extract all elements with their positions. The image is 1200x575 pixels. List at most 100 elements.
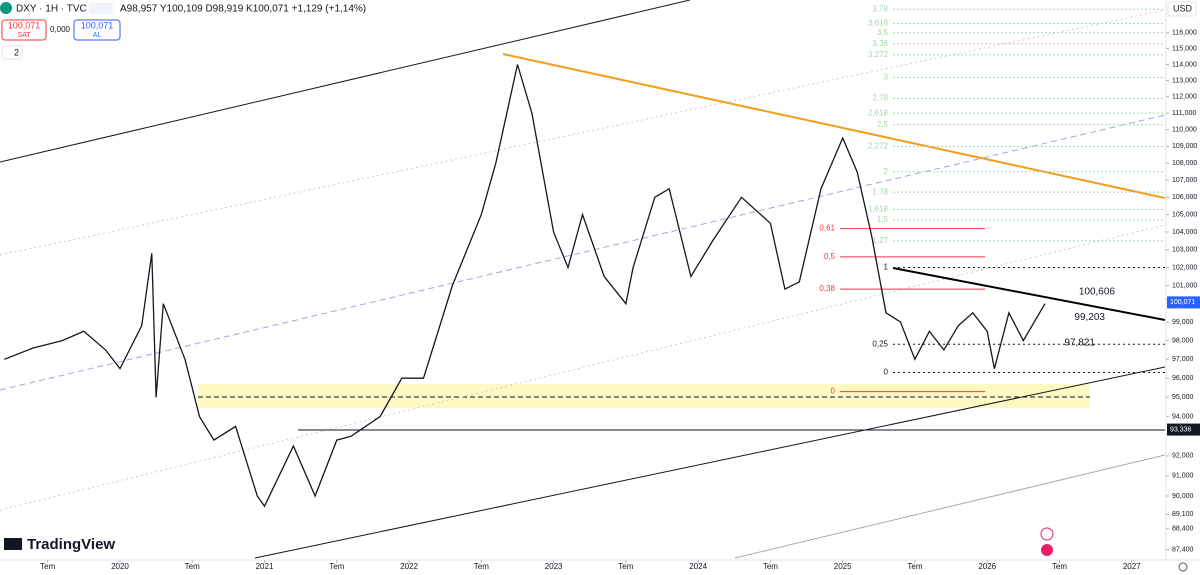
x-tick-label: Tem xyxy=(40,562,55,571)
y-tick-label: 91,000 xyxy=(1172,473,1194,480)
fib-label: 1 xyxy=(884,263,889,272)
y-tick-label: 104,000 xyxy=(1172,229,1197,236)
y-tick-label: 115,000 xyxy=(1172,45,1197,52)
y-tick-label: 114,000 xyxy=(1172,61,1197,68)
currency: USD xyxy=(1173,3,1193,13)
channel-outer xyxy=(734,454,1166,559)
channel-top xyxy=(0,0,691,163)
fib-label: 0,38 xyxy=(819,284,835,293)
symbol: DXY · 1H · TVC xyxy=(16,4,87,15)
price-badge-label: 100,071 xyxy=(1170,299,1195,306)
buy-price: 100,071 xyxy=(81,20,114,30)
annotation: 99,203 xyxy=(1074,312,1105,323)
x-tick-label: 2027 xyxy=(1123,562,1141,571)
event-icon[interactable] xyxy=(1041,544,1053,556)
price-badge xyxy=(1167,423,1200,436)
x-tick-label: 2026 xyxy=(978,562,996,571)
indicator-count: 2 xyxy=(14,47,19,57)
y-tick-label: 89,100 xyxy=(1172,511,1194,518)
fib-label: 2,272 xyxy=(868,141,889,150)
y-tick-label: 94,000 xyxy=(1172,413,1194,420)
y-tick-label: 106,000 xyxy=(1172,194,1197,201)
fib-label: 3,272 xyxy=(868,50,889,59)
annotation: 97,821 xyxy=(1064,338,1095,349)
x-tick-label: 2023 xyxy=(545,562,563,571)
x-tick-label: Tem xyxy=(329,562,344,571)
support-zone xyxy=(198,384,1090,408)
fib-label: 3,78 xyxy=(872,4,888,13)
y-tick-label: 88,400 xyxy=(1172,526,1194,533)
channel-bottom xyxy=(254,366,1166,559)
x-tick-label: Tem xyxy=(907,562,922,571)
y-tick-label: 101,000 xyxy=(1172,282,1197,289)
x-tick-label: 2025 xyxy=(834,562,852,571)
buy-label: AL xyxy=(93,32,102,39)
brand-logo xyxy=(4,538,22,550)
x-tick-label: 2021 xyxy=(256,562,274,571)
x-tick-label: 2022 xyxy=(400,562,418,571)
fib-label: 0,25 xyxy=(872,339,888,348)
y-tick-label: 98,000 xyxy=(1172,337,1194,344)
y-tick-label: 90,000 xyxy=(1172,493,1194,500)
y-tick-label: 112,000 xyxy=(1172,94,1197,101)
y-tick-label: 92,000 xyxy=(1172,453,1194,460)
y-tick-label: 107,000 xyxy=(1172,177,1197,184)
y-tick-label: 116,000 xyxy=(1172,30,1197,37)
fib-label: 0 xyxy=(831,387,836,396)
channel-guide xyxy=(0,224,1166,511)
x-tick-label: Tem xyxy=(474,562,489,571)
currency-button[interactable] xyxy=(1167,1,1197,17)
sell-button[interactable] xyxy=(1,19,47,41)
annotation: 100,606 xyxy=(1079,286,1116,297)
icon xyxy=(89,3,113,14)
indicator-toggle[interactable] xyxy=(1,45,23,60)
x-tick-label: Tem xyxy=(1052,562,1067,571)
symbol-icon xyxy=(0,2,12,14)
fib-label: 2,78 xyxy=(872,94,888,103)
y-tick-label: 105,000 xyxy=(1172,211,1197,218)
y-tick-label: 103,000 xyxy=(1172,247,1197,254)
y-tick-label: 113,000 xyxy=(1172,77,1197,84)
fib-label: 2,5 xyxy=(877,120,889,129)
channel-guide xyxy=(0,9,1166,256)
trend-line xyxy=(502,53,1166,199)
y-tick-label: 110,000 xyxy=(1172,127,1197,134)
fib-label: 1,618 xyxy=(868,205,889,214)
x-tick-label: Tem xyxy=(185,562,200,571)
triangle-line xyxy=(892,267,1166,321)
x-tick-label: Tem xyxy=(618,562,633,571)
fib-label: 3 xyxy=(884,72,889,81)
y-tick-label: 99,000 xyxy=(1172,319,1194,326)
fib-label: 2,618 xyxy=(868,108,889,117)
y-tick-label: 96,000 xyxy=(1172,375,1194,382)
spread: 0,000 xyxy=(50,25,71,34)
y-tick-label: 108,000 xyxy=(1172,160,1197,167)
fib-label: 0,5 xyxy=(824,252,836,261)
settings-icon[interactable] xyxy=(1178,562,1188,572)
brand: TradingView xyxy=(27,536,115,553)
fib-label: 1,5 xyxy=(877,215,889,224)
fib-label: 2 xyxy=(884,167,889,176)
sell-label: SAT xyxy=(17,32,31,39)
fib-label: 3,5 xyxy=(877,28,889,37)
x-tick-label: 2024 xyxy=(689,562,707,571)
y-tick-label: 95,000 xyxy=(1172,394,1194,401)
ohlc: A98,957 Y100,109 D98,919 K100,071 +1,129… xyxy=(120,4,366,15)
fib-label: 1,78 xyxy=(872,187,888,196)
price-badge-label: 93,336 xyxy=(1170,426,1192,433)
x-tick-label: Tem xyxy=(763,562,778,571)
y-tick-label: 102,000 xyxy=(1172,264,1197,271)
y-tick-label: 87,400 xyxy=(1172,546,1194,553)
fib-label: 0 xyxy=(884,368,889,377)
y-tick-label: 111,000 xyxy=(1172,110,1196,117)
price-line xyxy=(4,64,1046,508)
buy-button[interactable] xyxy=(73,19,121,41)
fib-label: 1,27 xyxy=(872,236,888,245)
y-tick-label: 109,000 xyxy=(1172,143,1197,150)
fib-label: 3,38 xyxy=(872,39,888,48)
sell-price: 100,071 xyxy=(8,20,41,30)
event-icon[interactable] xyxy=(1040,527,1054,541)
fib-label: 3,618 xyxy=(868,18,889,27)
price-badge xyxy=(1167,296,1200,309)
